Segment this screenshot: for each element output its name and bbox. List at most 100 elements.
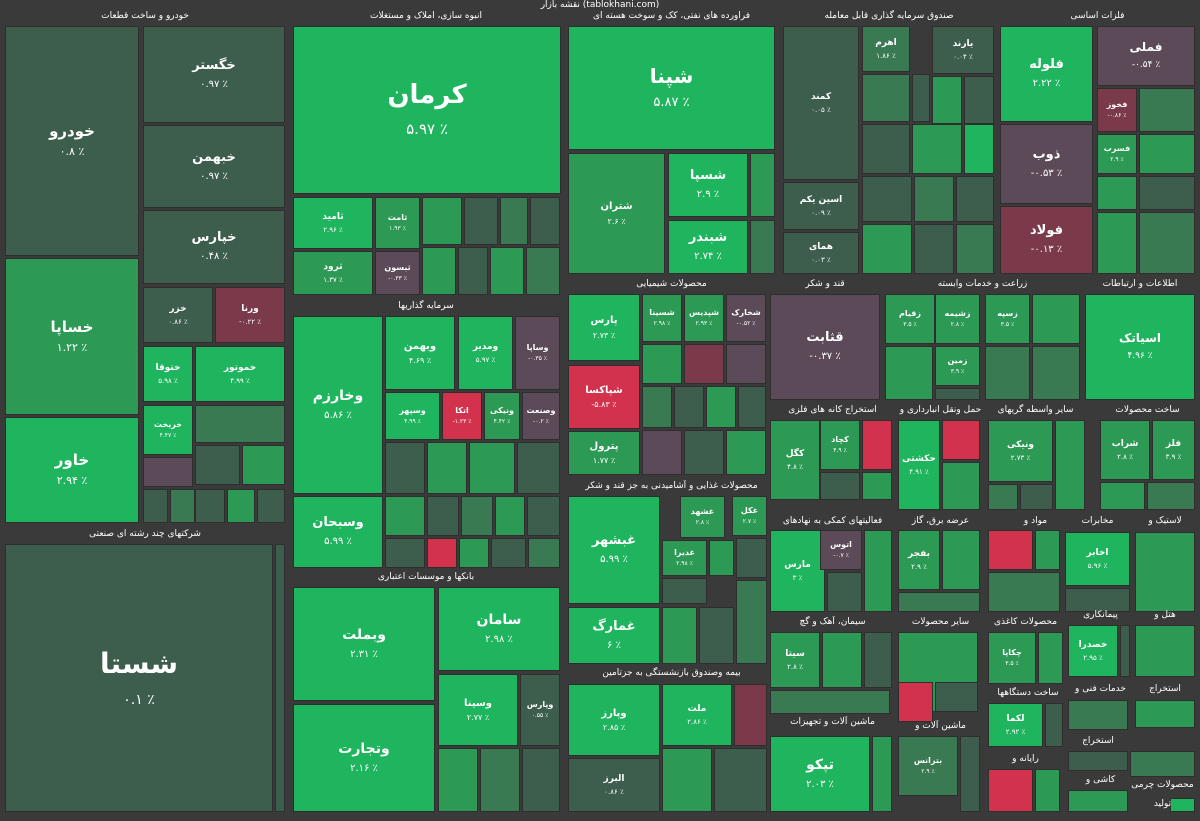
treemap-tile-small[interactable] [935, 388, 980, 400]
treemap-tile-small[interactable] [709, 540, 734, 576]
treemap-tile-small[interactable] [942, 530, 980, 590]
treemap-tile[interactable]: اتکا -۱.۲۳ ٪ [442, 392, 482, 440]
treemap-tile-small[interactable] [527, 496, 560, 536]
treemap-tile[interactable]: شپنا ۵.۸۷ ٪ [568, 26, 775, 150]
treemap-tile-small[interactable] [1065, 588, 1130, 612]
treemap-tile-small[interactable] [885, 346, 933, 400]
treemap-tile-small[interactable] [422, 247, 456, 295]
treemap-tile[interactable]: غشهد ۲.۸ ٪ [680, 496, 725, 538]
treemap-tile[interactable]: پترول ۱.۷۷ ٪ [568, 431, 640, 475]
treemap-tile[interactable]: خبهمن ۰.۹۷ ٪ [143, 125, 285, 208]
treemap-tile-small[interactable] [491, 538, 526, 568]
treemap-tile-small[interactable] [1135, 625, 1195, 677]
treemap-tile[interactable]: کمند ۰.۰۵ ٪ [783, 26, 859, 180]
treemap-tile-small[interactable] [956, 224, 994, 274]
treemap-tile[interactable]: خساپا ۱.۲۲ ٪ [5, 258, 139, 415]
treemap-tile-small[interactable] [1147, 482, 1195, 510]
treemap-tile[interactable]: غکل ۲.۷ ٪ [732, 496, 767, 536]
treemap-tile[interactable]: خریخت ۴.۴۷ ٪ [143, 405, 193, 455]
treemap-tile[interactable]: خگستر ۰.۹۷ ٪ [143, 26, 285, 123]
treemap-tile-small[interactable] [1135, 700, 1195, 728]
treemap-tile-small[interactable] [170, 489, 195, 523]
treemap-tile-small[interactable] [530, 197, 560, 245]
treemap-tile-small[interactable] [684, 430, 724, 475]
treemap-tile-small[interactable] [964, 76, 994, 124]
treemap-tile-small[interactable] [914, 224, 954, 274]
treemap-tile-small[interactable] [195, 405, 285, 443]
treemap-tile-small[interactable] [1055, 420, 1085, 510]
treemap-tile-small[interactable] [736, 580, 767, 664]
treemap-tile[interactable]: وتجارت ۲.۱۶ ٪ [293, 704, 435, 812]
treemap-tile-small[interactable] [862, 420, 892, 470]
treemap-tile[interactable]: همای ۰.۰۳ ٪ [783, 232, 859, 274]
treemap-tile[interactable]: زسپه ۳.۵ ٪ [985, 294, 1030, 344]
treemap-tile-small[interactable] [1032, 346, 1080, 400]
treemap-tile[interactable]: وساپا -۰.۳۵ ٪ [515, 316, 560, 390]
treemap-tile-small[interactable] [736, 538, 767, 578]
treemap-tile[interactable]: اتوس -۰.۷ ٪ [820, 530, 862, 570]
treemap-tile-small[interactable] [914, 176, 954, 222]
treemap-tile-small[interactable] [912, 74, 930, 122]
treemap-tile[interactable]: تپکو ۲.۰۳ ٪ [770, 736, 870, 812]
treemap-tile-small[interactable] [674, 386, 704, 428]
treemap-tile-small[interactable] [942, 420, 980, 460]
treemap-tile[interactable]: زقیام ۳.۵ ٪ [885, 294, 935, 344]
treemap-tile[interactable]: خموتور ۴.۹۹ ٪ [195, 346, 285, 402]
treemap-tile[interactable]: شستا ۰.۱ ٪ [5, 544, 273, 812]
treemap-tile-small[interactable] [275, 544, 285, 812]
treemap-tile[interactable]: فلوله ۲.۲۲ ٪ [1000, 26, 1093, 122]
treemap-tile-small[interactable] [385, 538, 425, 568]
treemap-tile[interactable]: ختوقا ۵.۹۸ ٪ [143, 346, 193, 402]
treemap-tile-small[interactable] [872, 736, 892, 812]
treemap-tile[interactable]: وسینا ۲.۷۷ ٪ [438, 674, 518, 746]
treemap-tile[interactable]: ونیکی ۲.۷۳ ٪ [988, 420, 1053, 482]
treemap-tile[interactable]: ثامید ۲.۹۶ ٪ [293, 197, 373, 249]
treemap-tile[interactable]: چکاپا ۳.۵ ٪ [988, 632, 1036, 684]
treemap-tile[interactable]: فملی -۰.۵۴ ٪ [1097, 26, 1195, 86]
treemap-tile[interactable]: وخارزم ۵.۸۶ ٪ [293, 316, 383, 494]
treemap-tile[interactable]: ومدیر ۵.۹۷ ٪ [458, 316, 513, 390]
treemap-tile-small[interactable] [522, 748, 560, 812]
treemap-tile[interactable]: زشیمه ۲.۸ ٪ [935, 294, 980, 344]
treemap-tile[interactable]: وسپهر ۴.۹۹ ٪ [385, 392, 440, 440]
treemap-tile-small[interactable] [464, 197, 498, 245]
treemap-tile[interactable]: شتران ۲.۶ ٪ [568, 153, 665, 274]
treemap-tile[interactable]: وصنعت -۰.۲ ٪ [522, 392, 560, 440]
treemap-tile-small[interactable] [469, 442, 515, 494]
treemap-tile[interactable]: لکما ۲.۹۲ ٪ [988, 703, 1043, 747]
treemap-tile-small[interactable] [706, 386, 736, 428]
treemap-tile-small[interactable] [458, 247, 488, 295]
treemap-tile-small[interactable] [143, 457, 193, 487]
treemap-tile-small[interactable] [1139, 88, 1195, 132]
treemap-tile-small[interactable] [642, 344, 682, 384]
treemap-tile-small[interactable] [427, 538, 457, 568]
treemap-tile-small[interactable] [526, 247, 560, 295]
treemap-tile[interactable]: فولاد -۰.۱۳ ٪ [1000, 206, 1093, 274]
treemap-tile-small[interactable] [459, 538, 489, 568]
treemap-tile-small[interactable] [864, 530, 892, 612]
treemap-tile-small[interactable] [1038, 632, 1063, 684]
treemap-tile[interactable]: یارند ۰.۰۴ ٪ [932, 26, 994, 74]
treemap-tile[interactable]: اهرم ۱.۸۶ ٪ [862, 26, 910, 72]
treemap-tile[interactable]: زمین ۳.۹ ٪ [935, 346, 980, 386]
treemap-tile-small[interactable] [1035, 769, 1060, 812]
treemap-tile-small[interactable] [642, 430, 682, 475]
treemap-tile[interactable]: خودرو ۰.۸ ٪ [5, 26, 139, 256]
treemap-tile[interactable]: شپاکسا -۵.۸۳ ٪ [568, 365, 640, 429]
treemap-tile[interactable]: خزر ۰.۸۶ ٪ [143, 287, 213, 343]
treemap-tile-small[interactable] [738, 386, 766, 428]
treemap-tile[interactable]: غدیرا ۲.۹۸ ٪ [662, 540, 707, 576]
treemap-tile-small[interactable] [480, 748, 520, 812]
treemap-tile-small[interactable] [1139, 176, 1195, 210]
treemap-tile-small[interactable] [862, 176, 912, 222]
treemap-tile[interactable]: وپارس ۰.۵۵ ٪ [520, 674, 560, 746]
treemap-tile[interactable]: ونیکی ۴.۴۲ ٪ [484, 392, 520, 440]
treemap-tile[interactable]: شخارک -۰.۵۲ ٪ [726, 294, 766, 342]
treemap-tile-small[interactable] [227, 489, 255, 523]
treemap-tile-small[interactable] [862, 224, 912, 274]
treemap-tile-small[interactable] [827, 572, 862, 612]
treemap-tile-small[interactable] [517, 442, 560, 494]
treemap-tile[interactable]: اخابر ۵.۹۶ ٪ [1065, 532, 1130, 586]
treemap-tile-small[interactable] [1020, 484, 1053, 510]
treemap-tile-small[interactable] [1068, 751, 1128, 771]
